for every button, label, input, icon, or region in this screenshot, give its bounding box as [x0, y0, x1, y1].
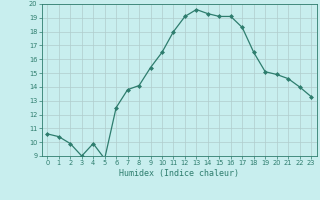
X-axis label: Humidex (Indice chaleur): Humidex (Indice chaleur) — [119, 169, 239, 178]
